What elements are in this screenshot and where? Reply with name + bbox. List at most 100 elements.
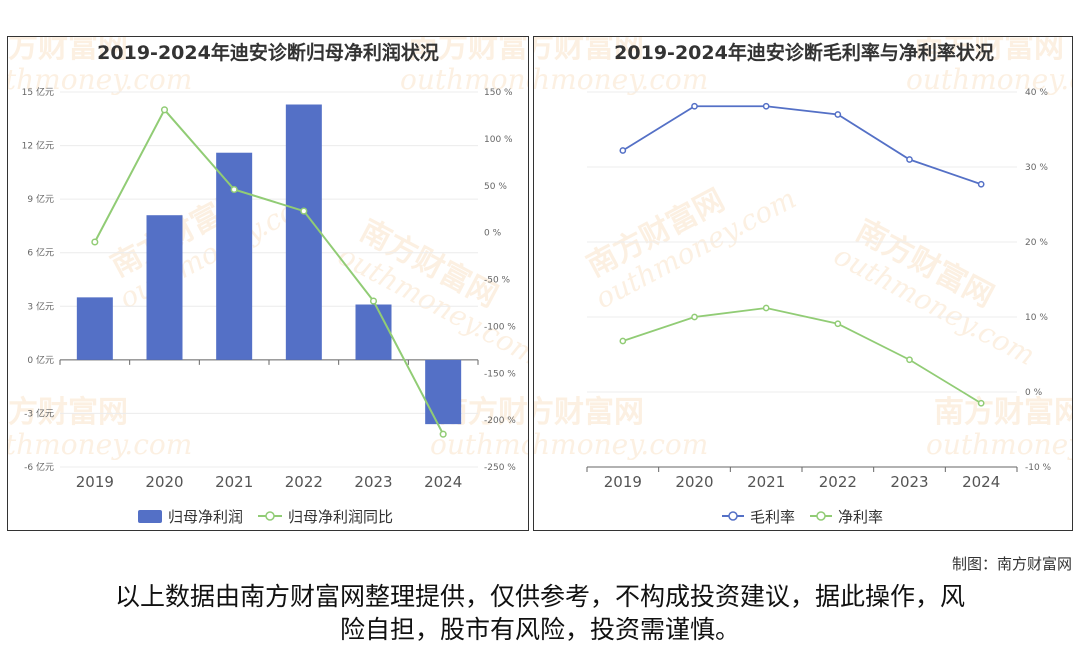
y-right-tick-label: 150 % <box>484 88 513 98</box>
disclaimer-line-2: 险自担，股市有风险，投资需谨慎。 <box>339 615 740 644</box>
watermark: 南方财富网outhmoney.com南方财富网outhmoney.com南方财富… <box>534 37 1072 461</box>
yoy-point-2021 <box>230 185 238 194</box>
y-left-tick-label: -6 亿元 <box>24 461 54 473</box>
x-tick-label: 2023 <box>354 473 392 491</box>
y-left-tick-label: 3 亿元 <box>27 300 54 312</box>
series-0-point-2020 <box>691 102 698 110</box>
series-0-point-2024 <box>977 180 985 188</box>
bar-2024 <box>425 359 462 425</box>
y-right-tick-label: 0 % <box>1025 388 1043 398</box>
legend: 毛利率 净利率 <box>722 508 883 526</box>
x-tick-label: 2024 <box>962 473 1000 491</box>
x-tick-label: 2024 <box>424 473 462 491</box>
bar-2022 <box>285 104 322 360</box>
chart-panel-margins: 南方财富网outhmoney.com南方财富网outhmoney.com南方财富… <box>533 36 1073 531</box>
yoy-point-2022 <box>300 207 308 215</box>
legend: 归母净利润 归母净利润同比 <box>138 508 393 526</box>
y-left-tick-label: 9 亿元 <box>27 193 54 205</box>
y-right-tick-label: 0 % <box>484 229 502 239</box>
yoy-point-2023 <box>369 297 378 305</box>
series-0-point-2021 <box>762 102 770 110</box>
y-right-tick-label: 10 % <box>1025 313 1048 323</box>
chart-credit: 制图：南方财富网 <box>951 555 1072 573</box>
series-0-point-2019 <box>619 147 627 154</box>
watermark-cn: 南方财富网 <box>914 37 1064 65</box>
watermark-en: outhmoney.com <box>400 63 528 96</box>
series-line-1 <box>622 307 982 405</box>
watermark-cn: 南方财富网 <box>534 37 644 65</box>
series-0-point-2022 <box>834 111 842 118</box>
yoy-point-2019 <box>91 238 99 246</box>
legend-marker-line <box>265 511 275 521</box>
legend-marker-1 <box>816 511 826 521</box>
net-profit-chart: 南方财富网outhmoney.com南方财富网outhmoney.com南方财富… <box>8 37 528 526</box>
y-right-tick-label: 20 % <box>1025 238 1048 248</box>
series-0-point-2023 <box>906 156 913 163</box>
x-tick-label: 2019 <box>76 473 114 491</box>
y-right-tick-label: -50 % <box>484 276 511 286</box>
x-tick-label: 2020 <box>675 473 713 491</box>
legend-label-0: 毛利率 <box>750 508 795 526</box>
legend-label-line: 归母净利润同比 <box>288 508 393 526</box>
watermark-en: outhmoney.com <box>8 63 192 96</box>
watermark-en: outhmoney.com <box>906 63 1072 96</box>
y-right-tick-label: 50 % <box>484 182 507 192</box>
y-right-tick-label: 100 % <box>484 135 513 145</box>
y-right-tick-label: -150 % <box>484 369 516 379</box>
legend-marker-0 <box>728 511 738 521</box>
disclaimer-line-1: 以上数据由南方财富网整理提供，仅供参考，不构成投资建议，据此操作，风 <box>114 582 965 611</box>
series-1-point-2020 <box>691 313 698 321</box>
y-right-tick-label: -100 % <box>484 322 516 332</box>
watermark-en: outhmoney.com <box>534 428 708 461</box>
watermark-cn: 南方财富网 <box>8 37 128 65</box>
y-right-tick-label: 40 % <box>1025 88 1048 98</box>
series-1-point-2023 <box>906 356 913 364</box>
watermark-en: outhmoney.com <box>8 428 192 461</box>
y-left-tick-label: 6 亿元 <box>27 247 54 259</box>
watermark-cn: 南方财富网 <box>534 395 644 430</box>
yoy-point-2024 <box>439 430 447 438</box>
y-left-tick-label: -3 亿元 <box>24 407 54 419</box>
yoy-line <box>93 108 445 435</box>
x-tick-label: 2021 <box>747 473 785 491</box>
y-right-tick-label: -250 % <box>484 463 516 473</box>
legend-label-1: 净利率 <box>838 508 883 526</box>
x-tick-label: 2019 <box>604 473 642 491</box>
watermark-cn: 南方财富网 <box>408 37 528 65</box>
bar-2019 <box>76 297 113 360</box>
legend-label-bar: 归母净利润 <box>168 508 243 526</box>
series-1-point-2024 <box>977 399 985 407</box>
y-right-tick-label: 30 % <box>1025 163 1048 173</box>
x-tick-label: 2021 <box>215 473 253 491</box>
watermark-en: outhmoney.com <box>926 428 1072 461</box>
disclaimer: 以上数据由南方财富网整理提供，仅供参考，不构成投资建议，据此操作，风 险自担，股… <box>0 580 1080 646</box>
legend-swatch-bar <box>138 510 162 523</box>
y-left-tick-label: 15 亿元 <box>22 86 54 98</box>
y-left-tick-label: 0 亿元 <box>27 354 54 366</box>
watermark-en: outhmoney.com <box>534 63 708 96</box>
chart-title: 2019-2024年迪安诊断毛利率与净利率状况 <box>614 41 994 64</box>
series-1-point-2022 <box>834 320 842 328</box>
bar-2020 <box>146 215 183 360</box>
series-1-point-2019 <box>619 337 627 345</box>
y-left-tick-label: 12 亿元 <box>22 140 54 152</box>
bar-2023 <box>355 304 392 360</box>
y-right-tick-label: -200 % <box>484 416 516 426</box>
x-tick-label: 2022 <box>285 473 323 491</box>
watermark-cn: 南方财富网 <box>8 395 128 430</box>
watermark-cn: 南方财富网 <box>934 395 1072 430</box>
bar-2021 <box>216 152 253 360</box>
x-tick-label: 2020 <box>145 473 183 491</box>
series-line-0 <box>622 105 982 186</box>
chart-title: 2019-2024年迪安诊断归母净利润状况 <box>97 41 439 64</box>
x-tick-label: 2022 <box>819 473 857 491</box>
